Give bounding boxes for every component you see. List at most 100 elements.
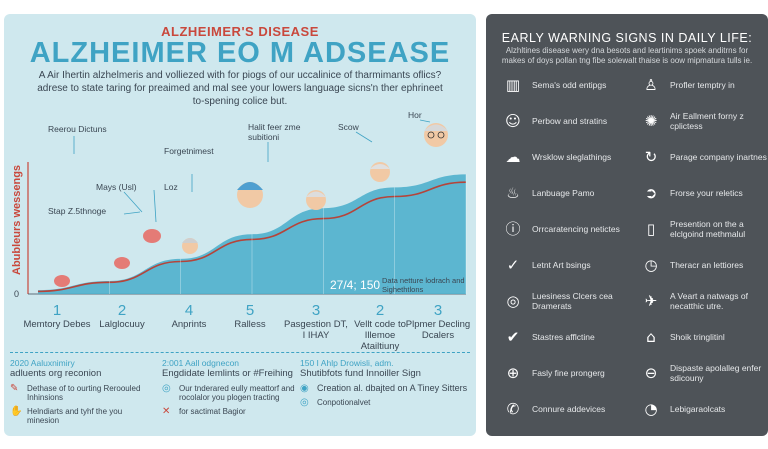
warning-sign-label: Orrcaratencing netictes [532,224,620,234]
stage-label: 3 Plpmer Decling Dcalers [404,302,472,341]
warning-sign-label: Profler temptry in [670,80,735,90]
svg-text:⊕: ⊕ [507,364,520,382]
phone-icon: ▯ [640,218,662,240]
svg-text:ⓘ: ⓘ [505,220,520,238]
alarm-clock-icon: ◷ [640,254,662,276]
warning-sign-label: Stastres afflctine [532,332,595,342]
svg-text:➲: ➲ [645,184,658,202]
readout-value: 27/4; 150 [330,278,381,292]
stage-number: 2 [117,302,127,319]
refresh-icon: ↻ [640,146,662,168]
home-icon: ⌂ [640,326,662,348]
warning-sign-label: Air Eallment forny z cplictess [670,111,744,131]
svg-text:✺: ✺ [645,112,658,130]
warning-sign-item: ✓ Letnt Art bsings [502,254,632,276]
warning-sign-label: Shoik tringlitinl [670,332,725,342]
stage-number: 3 [311,302,321,319]
warning-sign-label: Parage company inartnes [670,152,767,162]
warning-sign-item: ♙ Profler temptry in [640,74,768,96]
stage-text: Memtory Debes [23,319,91,330]
warning-sign-label: Wrsklow sleglathings [532,152,612,162]
warning-sign-item: ◷ Theracr an lettiores [640,254,768,276]
warning-sign-label: Perbow and stratins [532,116,608,126]
svg-text:✈: ✈ [645,292,658,310]
column-subheading: adluents org reconion [10,368,102,379]
svg-text:♙: ♙ [644,76,657,94]
person-icon: ♙ [640,74,662,96]
compass-icon: ◎ [502,290,524,312]
stage-label: 5 Ralless [216,302,284,330]
left-panel: ALZHEIMER'S DISEASE ALZHEIMER EO M ADSEA… [4,14,476,436]
main-title: ALZHEIMER EO M ADSEASE [29,37,451,69]
circle-check-icon: ◎ [162,383,171,394]
column-heading: 150 I Ahlp Drowisli, adm. [300,358,394,368]
warning-sign-item: ➲ Frorse your reletics [640,182,768,204]
stage-label: 2 Vellt code to Illemoe Atailtiuny [346,302,414,352]
warning-sign-label: Sema's odd entipgs [532,80,607,90]
warning-sign-label: A Veart a natwags of necatthic utre. [670,291,748,311]
svg-text:◷: ◷ [644,256,657,274]
warning-sign-label: Frorse your reletics [670,188,743,198]
brain-icon [54,229,161,287]
info-column: 2020 Aaluxnimiry adluents org reconion ✎… [10,358,150,425]
warning-sign-item: ◔ Lebigaraolcats [640,398,768,420]
list-item: ✎ Dethase of to ourting Reroouled Inhinsi… [10,383,141,403]
progression-chart [27,119,467,295]
warning-sign-label: Faslу fine prongerg [532,368,605,378]
warning-sign-label: Dispaste apolalleg enfer sdicouny [670,363,762,383]
svg-text:⊖: ⊖ [645,364,658,382]
warning-sign-item: ✈ A Veart a natwags of necatthic utre. [640,290,768,312]
warning-sign-label: Letnt Art bsings [532,260,591,270]
column-heading: 2:001 Aall odgnecon [162,358,240,368]
stage-label: 3 Pasgestion DT, I IHAY [282,302,350,341]
warning-sign-item: ▥ Sema's odd entipgs [502,74,632,96]
stage-text: Plpmer Decling Dcalers [405,319,471,341]
stage-number: 5 [245,302,255,319]
spiral-icon: ◉ [300,383,309,394]
readout-note: Data netture lodrach and Sighethtlons [382,276,465,294]
svg-text:⌂: ⌂ [646,328,656,346]
svg-text:✔: ✔ [507,328,520,346]
svg-text:☺: ☺ [505,112,521,130]
svg-text:◎: ◎ [506,292,519,310]
warning-sign-label: Lanbuage Pamo [532,188,595,198]
annotation: Hor [408,110,422,120]
list-item: ◎ Conpotionalvet [300,397,371,408]
warning-sign-label: Connure addevices [532,404,606,414]
warning-sign-item: ▯ Presention on the a elclgoind methmalul [640,218,768,240]
warning-sign-item: ☁ Wrsklow sleglathings [502,146,632,168]
y-axis-label: Abubleurs wessengs [11,164,23,275]
warning-sign-label: Lebigaraolcats [670,404,726,414]
warning-sign-item: ↻ Parage company inartnes [640,146,768,168]
supertitle: ALZHEIMER'S DISEASE [161,24,319,39]
column-subheading: Shutibfots fund Innoiller Sign [300,368,421,379]
intro-text: A Air Ihertin alzhelmeris and volliezed … [37,70,443,107]
annotation: Reerou Dictuns [48,124,107,134]
info-column: 150 I Ahlp Drowisli, adm. Shutibfots fun… [300,358,470,408]
stage-text: Vellt code to Illemoe Atailtiuny [354,319,406,352]
annotation: Forgetnimest [164,146,214,156]
annotation: Mays (Usl) [96,182,137,192]
warning-sign-item: ◎ Luesiness Clcers cea Dramerats [502,290,632,312]
svg-text:☁: ☁ [506,148,521,166]
warning-sign-item: ✆ Connure addevices [502,398,632,420]
warning-sign-label: Theracr an lettiores [670,260,744,270]
phone-handset-icon: ✆ [502,398,524,420]
info-column: 2:001 Aall odgnecon Engdidate lemlints o… [162,358,302,417]
annotation: Loz [164,182,178,192]
double-check-icon: ✔ [502,326,524,348]
column-subheading: Engdidate lemlints or #Freihing [162,368,293,379]
x-mark-icon: ✕ [162,406,171,417]
warning-signs-panel: EARLY WARNING SIGNS IN DAILY LIFE: Alzhl… [486,14,768,436]
elderly-face-icon [182,123,448,254]
zero-label: 0 [14,289,20,299]
list-item: ✕ for sactimat Bagior [162,406,246,417]
stage-text: Ralless [234,319,266,330]
warning-sign-item: ♨ Lanbuage Pamo [502,182,632,204]
svg-text:▥: ▥ [506,76,520,94]
panel-title: EARLY WARNING SIGNS IN DAILY LIFE: [501,31,753,45]
warning-sign-item: ⌂ Shoik tringlitinl [640,326,768,348]
brain-icon: ✺ [640,110,662,132]
warning-sign-label: Presention on the a elclgoind methmalul [670,219,746,239]
svg-text:↻: ↻ [645,148,658,166]
